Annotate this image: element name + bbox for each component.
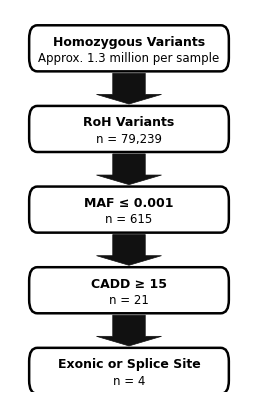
- FancyBboxPatch shape: [29, 25, 229, 71]
- FancyBboxPatch shape: [29, 106, 229, 152]
- FancyBboxPatch shape: [29, 348, 229, 394]
- Polygon shape: [96, 234, 162, 265]
- Text: n = 615: n = 615: [105, 213, 153, 226]
- FancyBboxPatch shape: [29, 267, 229, 313]
- FancyBboxPatch shape: [29, 186, 229, 233]
- Text: Approx. 1.3 million per sample: Approx. 1.3 million per sample: [38, 52, 220, 65]
- Polygon shape: [96, 315, 162, 346]
- Text: Exonic or Splice Site: Exonic or Splice Site: [58, 358, 200, 371]
- Polygon shape: [96, 73, 162, 104]
- Text: n = 79,239: n = 79,239: [96, 132, 162, 146]
- Text: n = 4: n = 4: [113, 374, 145, 388]
- Text: Homozygous Variants: Homozygous Variants: [53, 36, 205, 49]
- Polygon shape: [96, 154, 162, 185]
- Text: n = 21: n = 21: [109, 294, 149, 307]
- Text: MAF ≤ 0.001: MAF ≤ 0.001: [84, 197, 174, 210]
- Text: CADD ≥ 15: CADD ≥ 15: [91, 278, 167, 291]
- Text: RoH Variants: RoH Variants: [83, 116, 175, 130]
